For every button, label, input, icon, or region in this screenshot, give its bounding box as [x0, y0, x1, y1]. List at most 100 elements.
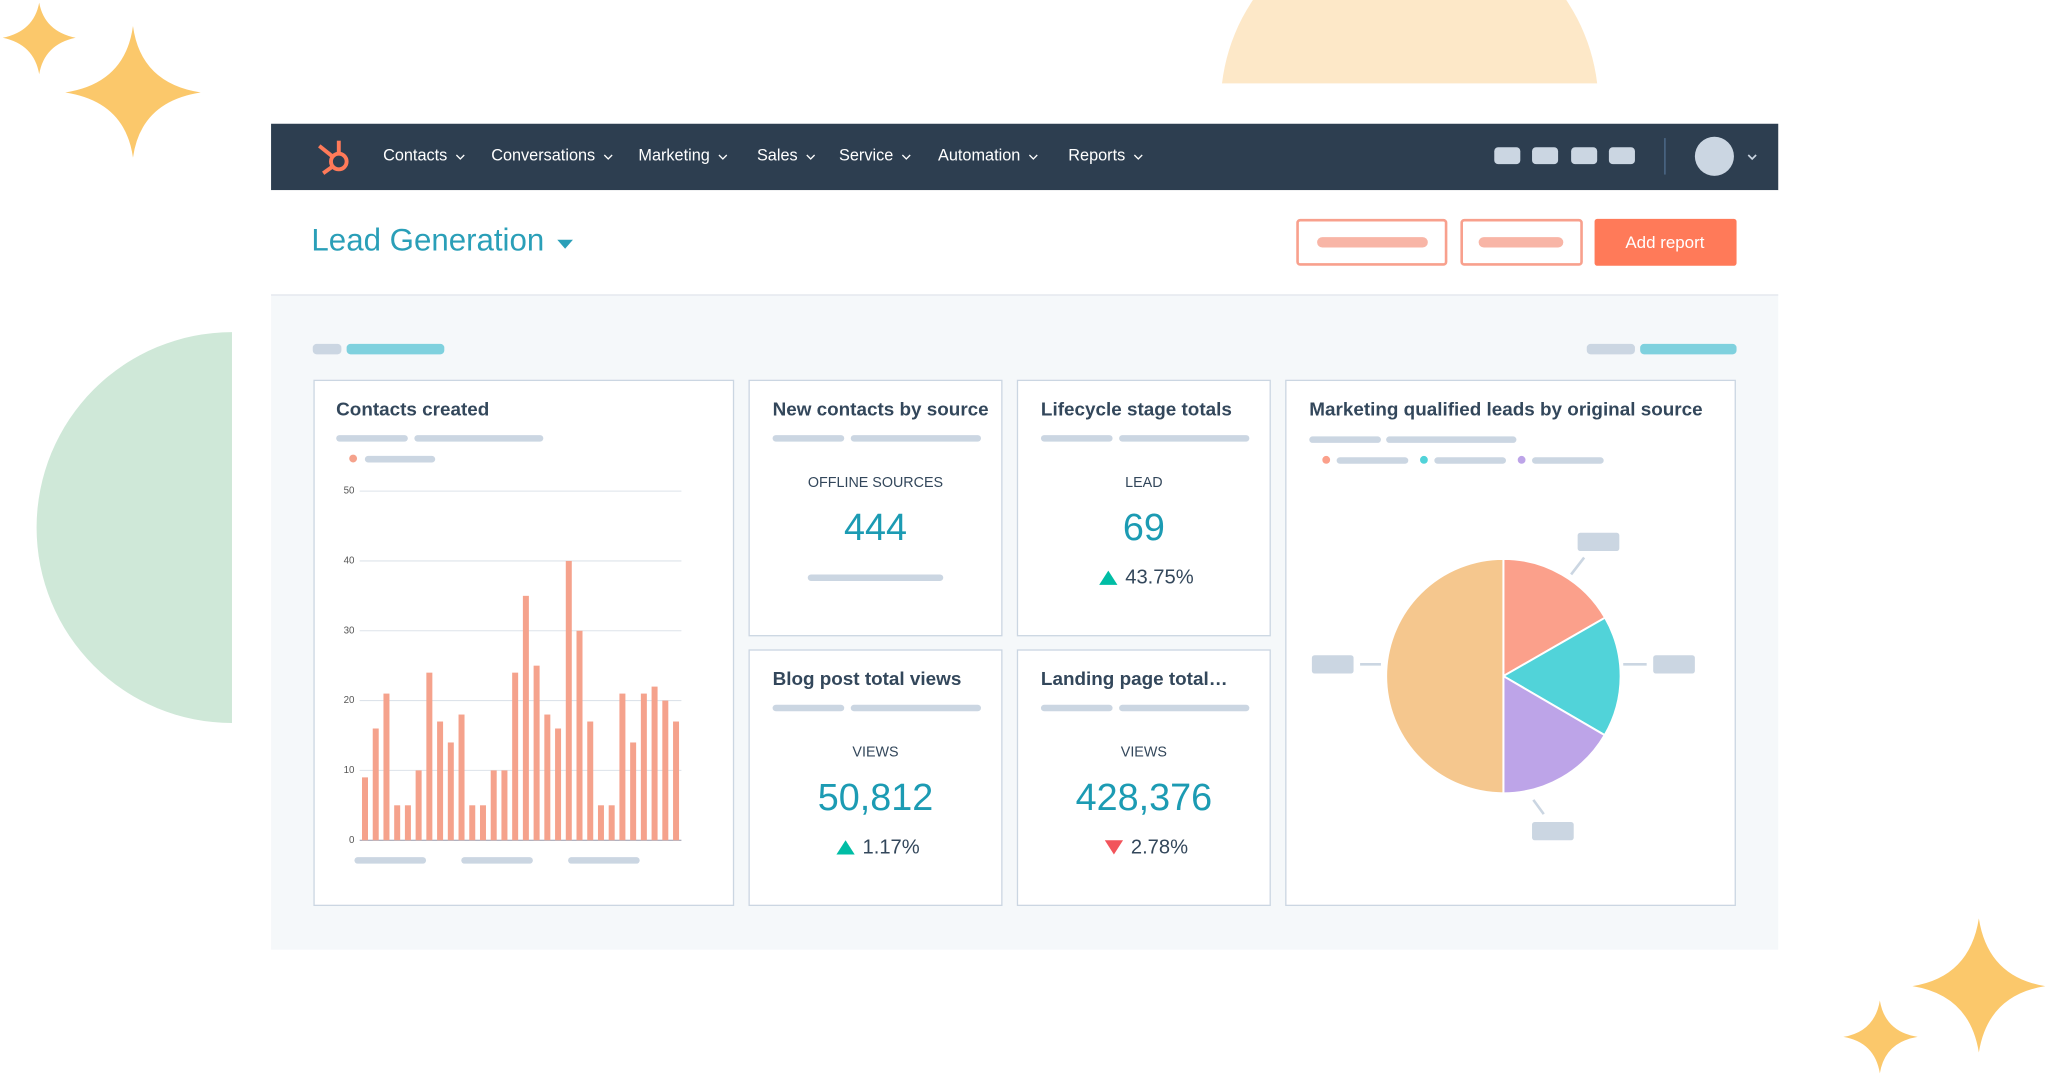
placeholder [1309, 436, 1381, 443]
placeholder [1478, 237, 1564, 248]
placeholder [807, 574, 944, 581]
callout-placeholder [1577, 532, 1620, 552]
placeholder [1317, 237, 1428, 248]
bar [587, 721, 594, 841]
change-indicator [1104, 840, 1124, 855]
bar [479, 805, 486, 841]
card [748, 379, 1003, 637]
kpi-value: 444 [844, 507, 907, 549]
card-title: Marketing qualified leads by original so… [1309, 399, 1702, 420]
placeholder [312, 343, 342, 355]
nav-icon[interactable] [1532, 147, 1559, 165]
placeholder [1386, 436, 1517, 443]
callout-placeholder [1653, 655, 1695, 674]
card-title: Lifecycle stage totals [1041, 399, 1232, 420]
card [748, 649, 1003, 907]
title-dropdown[interactable] [557, 239, 573, 249]
placeholder [414, 435, 544, 442]
y-tick-label: 50 [344, 486, 355, 497]
y-tick-label: 10 [344, 765, 355, 776]
kpi-change: 2.78% [1131, 836, 1188, 858]
bar [597, 805, 604, 841]
change-indicator [836, 840, 855, 855]
placeholder [336, 435, 408, 442]
card-title: Blog post total views [773, 669, 962, 690]
nav-icon[interactable] [1608, 147, 1635, 165]
bar [522, 595, 529, 841]
callout-placeholder [1532, 821, 1574, 841]
nav-chevron [1133, 154, 1143, 160]
page-title[interactable]: Lead Generation [311, 223, 544, 258]
placeholder [1040, 435, 1113, 442]
decor-semicircle [1222, 0, 1598, 84]
kpi-change: 1.17% [863, 836, 920, 858]
bar [565, 560, 572, 841]
legend-dot [1322, 455, 1331, 464]
placeholder [461, 857, 533, 864]
placeholder [1586, 343, 1635, 355]
bar [544, 714, 551, 841]
nav-chevron [603, 154, 613, 160]
bar [630, 742, 637, 841]
logo[interactable] [318, 140, 349, 175]
nav-item[interactable]: Service [839, 147, 893, 165]
bar [673, 721, 680, 841]
nav-chevron [806, 154, 816, 160]
y-tick-label: 0 [349, 835, 355, 846]
kpi-value: 69 [1123, 507, 1165, 549]
callout-placeholder [1311, 655, 1354, 674]
bar [662, 700, 669, 841]
y-tick-label: 30 [344, 625, 355, 636]
bar [501, 770, 508, 841]
y-tick-label: 40 [344, 556, 355, 567]
nav-icons [1494, 147, 1635, 165]
callout-line [1532, 799, 1545, 815]
button-label[interactable]: Add report [1625, 233, 1704, 252]
placeholder [1640, 343, 1737, 355]
nav-item[interactable]: Conversations [491, 147, 595, 165]
placeholder [1119, 435, 1250, 442]
bar [394, 805, 401, 841]
kpi-value: 428,376 [1076, 777, 1213, 819]
bar [437, 721, 444, 841]
nav-item[interactable]: Automation [938, 147, 1020, 165]
nav-item[interactable]: Contacts [383, 147, 447, 165]
bar [533, 665, 540, 841]
bar [640, 693, 647, 841]
nav-item[interactable]: Reports [1068, 147, 1125, 165]
bar [383, 693, 390, 841]
y-tick-label: 20 [344, 695, 355, 706]
card [1016, 649, 1271, 907]
add-report-button[interactable] [1594, 218, 1737, 266]
kpi-label: VIEWS [1121, 745, 1167, 761]
placeholder [354, 857, 427, 864]
pie-slice [1385, 557, 1505, 795]
nav-item[interactable]: Marketing [638, 147, 709, 165]
kpi-label: VIEWS [852, 745, 898, 761]
bar [512, 672, 519, 841]
bar [426, 672, 433, 841]
kpi-change: 43.75% [1125, 567, 1194, 589]
legend-dot [349, 454, 358, 463]
decor-star [1843, 1000, 1918, 1074]
kpi-label: LEAD [1125, 475, 1162, 491]
nav-icon[interactable] [1571, 147, 1598, 165]
change-indicator [1099, 570, 1118, 585]
bar [372, 728, 379, 841]
avatar-chevron[interactable] [1747, 154, 1757, 161]
nav-item[interactable]: Sales [757, 147, 798, 165]
kpi-value: 50,812 [818, 777, 934, 819]
bar [362, 777, 369, 841]
placeholder [1119, 704, 1250, 712]
nav-chevron [1028, 154, 1038, 160]
bar [415, 770, 422, 841]
card-title: New contacts by source [773, 399, 989, 420]
bar [608, 805, 615, 841]
avatar[interactable] [1694, 136, 1734, 176]
nav-icon[interactable] [1494, 147, 1521, 165]
placeholder [1040, 704, 1113, 712]
bar [651, 686, 658, 841]
placeholder [850, 435, 982, 442]
